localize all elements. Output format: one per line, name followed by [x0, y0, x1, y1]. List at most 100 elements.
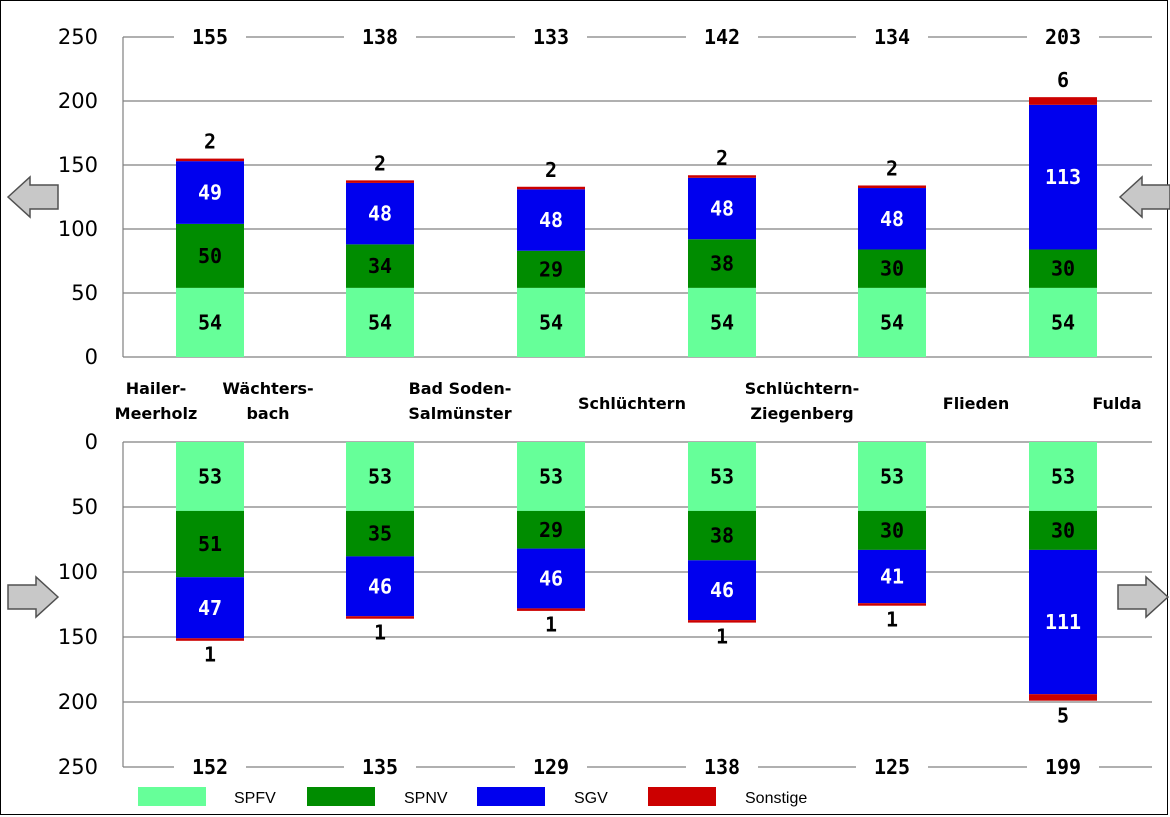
lower-value-label-sonstige: 5: [1057, 704, 1069, 728]
upper-bar-sgv: [517, 189, 585, 251]
legend-label-spfv: SPFV: [234, 790, 276, 807]
lower-value-label-sgv: 46: [368, 574, 392, 598]
legend-swatch-sgv: [477, 787, 545, 806]
upper-y-tick-label: 150: [58, 153, 98, 177]
upper-bar-sgv: [688, 177, 756, 240]
lower-total-label: 199: [1045, 755, 1081, 779]
upper-bar-sonstige: [1029, 97, 1097, 105]
upper-bar-sgv: [858, 188, 926, 250]
lower-y-tick-label: 100: [58, 560, 98, 584]
upper-value-label-sonstige: 2: [886, 156, 898, 180]
upper-value-label-spfv: 54: [710, 310, 734, 334]
legend-swatch-spfv: [138, 787, 206, 806]
upper-total-label: 155: [192, 25, 228, 49]
lower-bar-spfv: [1029, 442, 1097, 511]
upper-value-label-spfv: 54: [368, 310, 392, 334]
upper-value-label-spnv: 29: [539, 257, 563, 281]
lower-value-label-spfv: 53: [368, 464, 392, 488]
upper-value-label-spnv: 38: [710, 252, 734, 276]
category-label: Bad Soden-: [409, 379, 512, 398]
lower-value-label-spnv: 30: [1051, 518, 1075, 542]
upper-bar-sonstige: [346, 180, 414, 183]
lower-y-tick-label: 250: [58, 755, 98, 779]
category-label: Wächters-: [222, 379, 313, 398]
upper-value-label-sonstige: 2: [545, 158, 557, 182]
lower-bar-sgv: [346, 556, 414, 617]
upper-bar-sgv: [1029, 104, 1097, 250]
upper-value-label-sgv: 48: [880, 207, 904, 231]
right-arrow-icon: [7, 575, 60, 619]
upper-total-label: 138: [362, 25, 398, 49]
upper-value-label-sgv: 48: [368, 202, 392, 226]
upper-value-label-sonstige: 6: [1057, 68, 1069, 92]
upper-bar-spnv: [176, 223, 244, 288]
lower-bar-sonstige: [346, 616, 414, 619]
upper-value-label-sgv: 48: [710, 197, 734, 221]
lower-bar-spnv: [688, 510, 756, 561]
upper-bar-sonstige: [688, 175, 756, 178]
upper-value-label-sonstige: 2: [716, 146, 728, 170]
lower-total-label: 135: [362, 755, 398, 779]
upper-value-label-spnv: 34: [368, 254, 392, 278]
lower-bar-sonstige: [688, 620, 756, 623]
upper-bar-spnv: [346, 244, 414, 288]
lower-bar-sgv: [1029, 549, 1097, 695]
lower-value-label-spfv: 53: [1051, 464, 1075, 488]
category-label: Salmünster: [408, 404, 511, 423]
upper-bar-spfv: [1029, 287, 1097, 357]
lower-total-label: 129: [533, 755, 569, 779]
lower-value-label-spnv: 35: [368, 522, 392, 546]
upper-bar-sgv: [346, 182, 414, 245]
lower-y-tick-label: 150: [58, 625, 98, 649]
upper-total-label: 142: [704, 25, 740, 49]
lower-bar-spfv: [346, 442, 414, 511]
upper-bar-sonstige: [517, 186, 585, 190]
lower-value-label-sgv: 41: [880, 565, 904, 589]
lower-y-tick-label: 50: [71, 495, 98, 519]
lower-bar-sgv: [517, 548, 585, 609]
upper-value-label-spfv: 54: [539, 310, 563, 334]
lower-value-label-spnv: 51: [198, 532, 222, 556]
lower-bar-sonstige: [858, 603, 926, 606]
lower-value-label-spnv: 38: [710, 524, 734, 548]
left-arrow-icon: [6, 175, 59, 219]
lower-bar-spfv: [517, 442, 585, 511]
upper-value-label-spnv: 30: [1051, 257, 1075, 281]
legend-label-sonstige: Sonstige: [745, 790, 807, 807]
lower-value-label-spfv: 53: [710, 464, 734, 488]
lower-bar-spnv: [176, 510, 244, 578]
lower-value-label-sonstige: 1: [545, 613, 557, 637]
upper-y-tick-label: 50: [71, 281, 98, 305]
lower-value-label-sgv: 46: [710, 578, 734, 602]
right-arrow-icon: [1117, 575, 1170, 619]
left-arrow-icon: [1118, 175, 1170, 219]
upper-total-label: 133: [533, 25, 569, 49]
lower-value-label-sonstige: 1: [886, 608, 898, 632]
upper-bar-sonstige: [858, 185, 926, 189]
lower-bar-spnv: [517, 510, 585, 549]
lower-total-label: 152: [192, 755, 228, 779]
category-label: Meerholz: [115, 404, 198, 423]
upper-value-label-spnv: 30: [880, 257, 904, 281]
upper-bar-spfv: [176, 287, 244, 357]
lower-bar-sonstige: [176, 638, 244, 641]
upper-value-label-sonstige: 2: [374, 151, 386, 175]
category-label: Schlüchtern-: [745, 379, 860, 398]
upper-bar-spnv: [517, 250, 585, 288]
upper-value-label-sgv: 113: [1045, 165, 1081, 189]
lower-value-label-sgv: 47: [198, 596, 222, 620]
lower-value-label-sonstige: 1: [204, 643, 216, 667]
legend-swatch-spnv: [307, 787, 375, 806]
upper-y-tick-label: 100: [58, 217, 98, 241]
upper-y-tick-label: 250: [58, 25, 98, 49]
upper-bar-spnv: [688, 239, 756, 288]
upper-total-label: 134: [874, 25, 910, 49]
lower-bar-sonstige: [1029, 694, 1097, 701]
lower-value-label-spnv: 30: [880, 518, 904, 542]
category-label: Schlüchtern: [578, 394, 686, 413]
upper-bar-spfv: [858, 287, 926, 357]
upper-bar-spfv: [517, 287, 585, 357]
lower-value-label-sgv: 46: [539, 567, 563, 591]
upper-total-label: 203: [1045, 25, 1081, 49]
